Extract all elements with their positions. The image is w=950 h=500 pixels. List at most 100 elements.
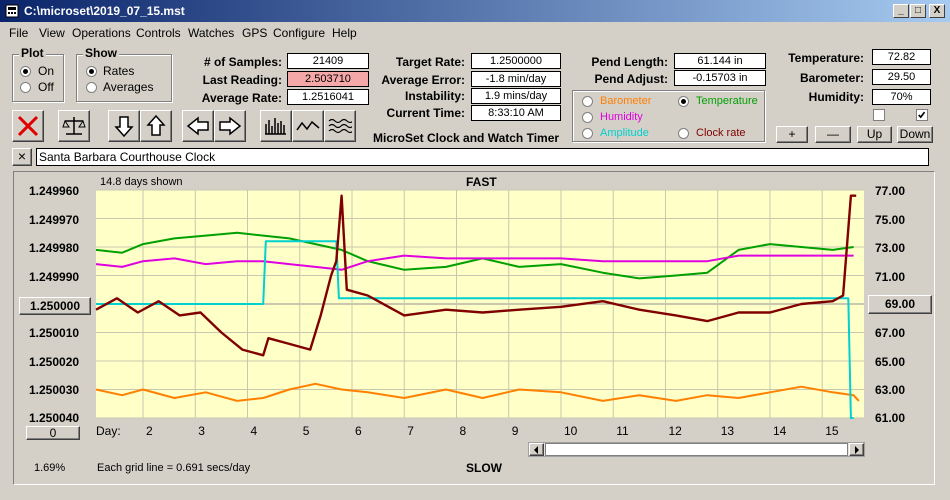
pend-adjust-label: Pend Adjust: [594, 72, 668, 86]
y-right-tick: 65.00 [875, 355, 906, 369]
arrow-left-button[interactable] [182, 110, 214, 142]
y-left-tick: 1.250010 [29, 326, 80, 340]
minus-button[interactable]: — [815, 126, 851, 143]
plot-off-radio[interactable] [20, 82, 31, 93]
menu-gps[interactable]: GPS [242, 26, 268, 40]
y-left-tick: 1.249980 [29, 241, 80, 255]
x-tick-label: 15 [825, 424, 839, 438]
title-bar: C:\microset\2019_07_15.mst _ □ X [0, 0, 950, 22]
down-button[interactable]: Down [897, 126, 933, 143]
center-rate-button[interactable]: 1.250000 [19, 297, 91, 315]
right-checkbox[interactable] [916, 109, 928, 121]
clear-icon [17, 115, 39, 137]
x-tick-label: 5 [302, 424, 310, 438]
humidity-value: 70% [872, 89, 931, 105]
temperature-label: Temperature: [788, 51, 864, 65]
menu-configure[interactable]: Configure [273, 26, 326, 40]
plot-group-title: Plot [19, 46, 46, 60]
clock-rate-radio[interactable] [678, 128, 689, 139]
y-left-tick: 1.249970 [29, 213, 80, 227]
grid-note: Each grid line = 0.691 secs/day [97, 462, 251, 474]
plus-button[interactable]: + [776, 126, 808, 143]
bar-graph-button[interactable] [260, 110, 292, 142]
scroll-right-button[interactable] [849, 443, 864, 456]
arrow-left-icon [186, 116, 209, 136]
y-left-tick: 1.249990 [29, 270, 80, 284]
description-input[interactable]: Santa Barbara Courthouse Clock [36, 148, 929, 166]
plot-off-label: Off [38, 80, 54, 94]
days-shown-label: 14.8 days shown [100, 176, 183, 188]
x-tick-label: 3 [198, 424, 205, 438]
humidity-label: Humidity: [808, 90, 864, 104]
y-right-tick: 73.00 [875, 241, 906, 255]
menu-watches[interactable]: Watches [188, 26, 235, 40]
up-button[interactable]: Up [857, 126, 892, 143]
barometer-radio[interactable] [582, 96, 593, 107]
checkmark-icon [918, 111, 926, 119]
menu-help[interactable]: Help [332, 26, 357, 40]
amplitude-radio[interactable] [582, 128, 593, 139]
barometer-option-label: Barometer [600, 95, 652, 107]
scroll-left-icon [534, 446, 538, 454]
x-tick-label: 8 [459, 424, 467, 438]
zero-button[interactable]: 0 [26, 426, 80, 440]
minimize-button[interactable]: _ [893, 4, 909, 18]
show-rates-label: Rates [103, 64, 135, 78]
arrow-down-button[interactable] [108, 110, 140, 142]
show-rates-radio[interactable] [86, 66, 97, 77]
y-right-tick: 71.00 [875, 270, 906, 284]
maximize-button[interactable]: □ [910, 4, 926, 18]
show-group-title: Show [83, 46, 119, 60]
y-left-tick: 1.250020 [29, 355, 80, 369]
target-rate-value: 1.2500000 [471, 53, 561, 69]
plot-on-label: On [38, 64, 55, 78]
y-right-tick: 61.00 [875, 411, 906, 425]
scroll-left-button[interactable] [529, 443, 544, 456]
arrow-up-icon [146, 114, 166, 136]
menu-bar: File View Operations Controls Watches GP… [0, 22, 950, 42]
show-group [76, 54, 172, 102]
close-button[interactable]: X [929, 4, 945, 18]
bar-graph-icon [265, 118, 286, 135]
x-tick-label: 13 [720, 424, 735, 438]
balance-button[interactable] [58, 110, 90, 142]
chart-frame [13, 171, 935, 485]
horizontal-scrollbar[interactable] [528, 442, 865, 457]
temperature-option-label: Temperature [696, 95, 758, 107]
arrow-right-button[interactable] [214, 110, 246, 142]
instability-value: 1.9 mins/day [471, 88, 561, 104]
menu-view[interactable]: View [39, 26, 65, 40]
clear-button[interactable] [12, 110, 44, 142]
right-scale-button[interactable]: 69.00 [868, 295, 932, 314]
barometer-value: 29.50 [872, 69, 931, 85]
plot-on-radio[interactable] [20, 66, 31, 77]
close-description-button[interactable]: × [12, 148, 32, 166]
last-reading-label: Last Reading: [202, 73, 282, 87]
menu-controls[interactable]: Controls [136, 26, 181, 40]
temperature-radio[interactable] [678, 96, 689, 107]
left-checkbox[interactable] [873, 109, 885, 121]
scroll-thumb[interactable] [545, 443, 848, 456]
y-left-tick: 1.250030 [29, 383, 80, 397]
y-right-tick: 75.00 [875, 213, 906, 227]
y-right-tick: 67.00 [875, 326, 906, 340]
current-time-label: Current Time: [386, 106, 465, 120]
show-averages-radio[interactable] [86, 82, 97, 93]
fast-label: FAST [466, 175, 497, 189]
last-reading-value: 2.503710 [287, 71, 369, 87]
grid [96, 189, 864, 419]
show-averages-label: Averages [103, 80, 154, 94]
x-tick-label: 10 [563, 424, 578, 438]
wave-button[interactable] [292, 110, 324, 142]
humidity-radio[interactable] [582, 112, 593, 123]
menu-operations[interactable]: Operations [72, 26, 131, 40]
multi-wave-button[interactable] [324, 110, 356, 142]
average-error-value: -1.8 min/day [471, 71, 561, 87]
pend-adjust-value: -0.15703 in [674, 70, 766, 86]
x-tick-label: 9 [511, 424, 519, 438]
instability-label: Instability: [404, 89, 465, 103]
current-time-value: 8:33:10 AM [471, 105, 561, 121]
menu-file[interactable]: File [9, 26, 29, 40]
multi-wave-icon [328, 118, 352, 134]
arrow-up-button[interactable] [140, 110, 172, 142]
